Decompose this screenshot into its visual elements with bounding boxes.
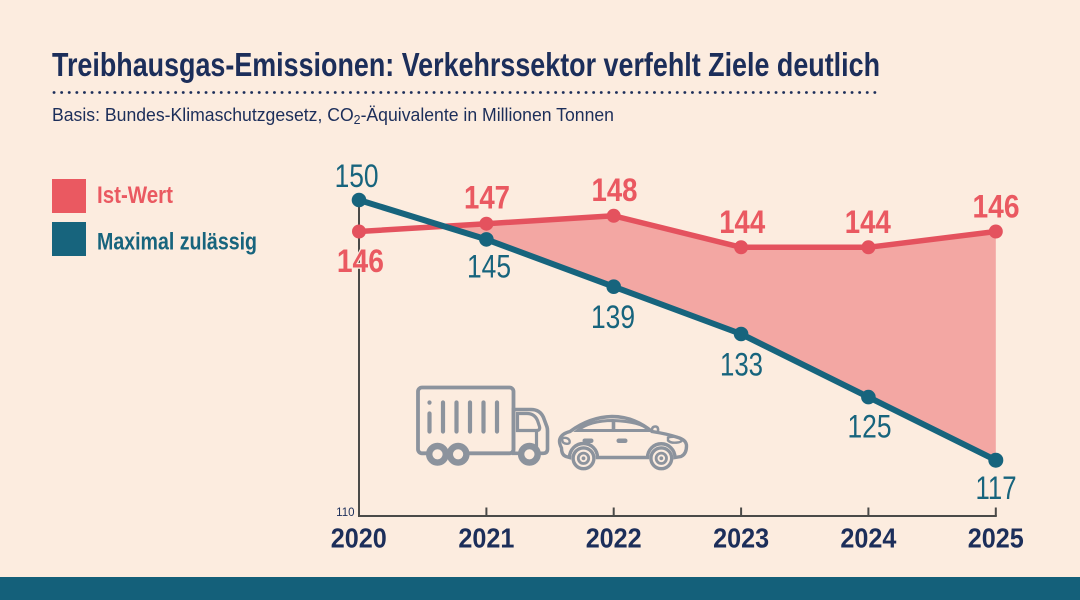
svg-text:146: 146 xyxy=(337,243,384,279)
svg-text:Maximal zulässig: Maximal zulässig xyxy=(97,229,257,256)
svg-text:147: 147 xyxy=(464,180,510,216)
svg-text:Treibhausgas-Emissionen: Verke: Treibhausgas-Emissionen: Verkehrssektor … xyxy=(52,46,880,83)
svg-text:150: 150 xyxy=(335,158,379,194)
svg-text:Basis: Bundes-Klimaschutzgeset: Basis: Bundes-Klimaschutzgesetz, CO2-Äqu… xyxy=(52,104,614,127)
svg-text:110: 110 xyxy=(336,507,354,519)
svg-text:2024: 2024 xyxy=(840,523,896,554)
svg-text:144: 144 xyxy=(719,204,765,240)
svg-text:133: 133 xyxy=(720,347,763,383)
svg-text:Ist-Wert: Ist-Wert xyxy=(97,182,173,209)
svg-text:2021: 2021 xyxy=(458,523,514,554)
svg-text:146: 146 xyxy=(973,189,1020,225)
svg-text:145: 145 xyxy=(467,249,511,285)
svg-text:139: 139 xyxy=(591,299,635,335)
svg-text:125: 125 xyxy=(848,409,892,445)
svg-text:117: 117 xyxy=(976,470,1017,506)
svg-text:2022: 2022 xyxy=(586,523,642,554)
svg-text:2025: 2025 xyxy=(968,523,1024,554)
svg-text:144: 144 xyxy=(845,204,891,240)
svg-text:2020: 2020 xyxy=(331,523,387,554)
svg-text:2023: 2023 xyxy=(713,523,769,554)
svg-text:148: 148 xyxy=(592,172,638,208)
